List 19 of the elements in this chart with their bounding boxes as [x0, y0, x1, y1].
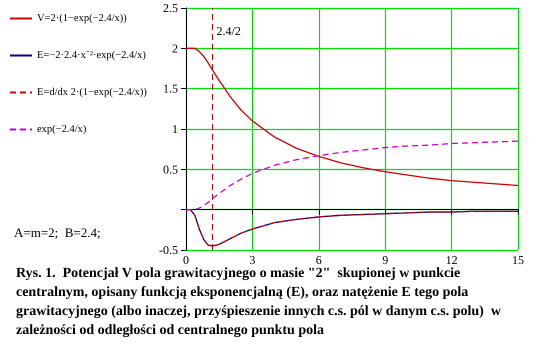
- y-tick-label: 2: [172, 41, 178, 56]
- x-tick-label: 15: [512, 253, 524, 267]
- x-tick-label: 6: [316, 253, 322, 267]
- y-tick-label: 2.5: [163, 1, 178, 15]
- x-tick-label: 9: [382, 253, 388, 267]
- text: Rys. 1. Potencjał V pola grawitacyjnego o masie "2" skupionej w punkcie centralnym, opisany funkcją eksponencjalną (E), oraz natężenie E tego pola grawitacyjnego (albo inaczej, przyśpieszenie innych c.s. pól w danym c.s. polu) w zależności od odległości od centralnego punktu pola: [16, 266, 504, 338]
- legend-label: exp(−2.4/x): [37, 124, 87, 135]
- annotation: 2.4/2: [216, 24, 241, 38]
- y-tick-label: 0.5: [163, 162, 178, 176]
- legend-label: E=−2·2.4·x⁻²·exp(−2.4/x): [37, 50, 146, 61]
- x-tick-label: 12: [446, 253, 458, 267]
- y-tick-label: 1: [172, 122, 178, 136]
- legend-label: V=2·(1−exp(−2.4/x)): [37, 13, 128, 24]
- x-tick-label: 0: [183, 253, 189, 267]
- legend-label: E=d/dx 2·(1−exp(−2.4/x)): [37, 87, 148, 98]
- text: A=m=2; B=2.4;: [14, 225, 101, 240]
- y-tick-label: 1.5: [163, 82, 178, 96]
- y-tick-label: -0.5: [159, 243, 178, 257]
- x-tick-label: 3: [249, 253, 256, 267]
